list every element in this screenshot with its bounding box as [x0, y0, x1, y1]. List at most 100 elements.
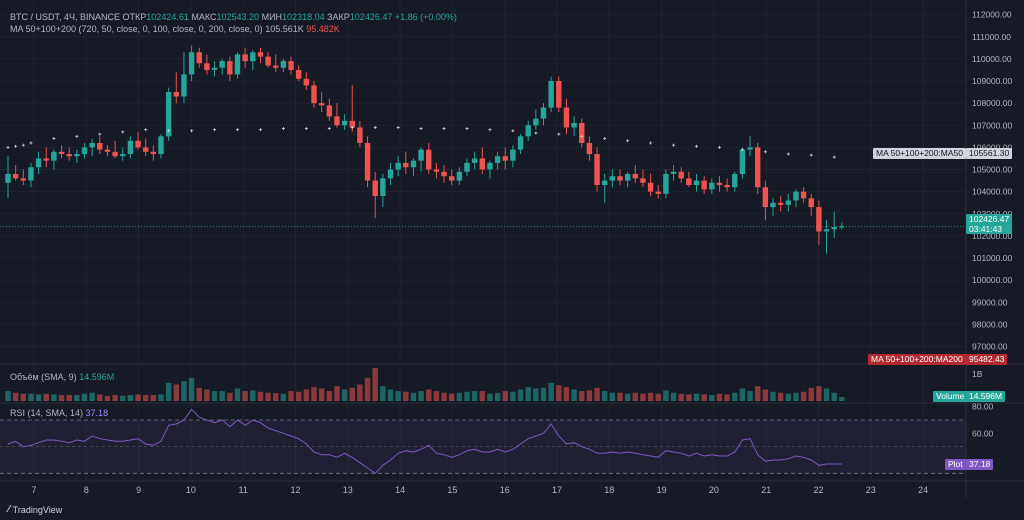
time-tick-label: 14: [395, 485, 405, 495]
time-tick-label: 17: [552, 485, 562, 495]
rsi-legend[interactable]: RSI (14, SMA, 14) 37.18: [10, 407, 108, 419]
candle-body: [150, 151, 157, 155]
candle-body: [127, 140, 134, 155]
volume-bar: [586, 390, 593, 401]
time-tick-label: 23: [866, 485, 876, 495]
ma200-tag-label: MA 50+100+200:MA200: [868, 354, 966, 365]
candle-body: [303, 78, 310, 86]
rsi-legend-value: 37.18: [85, 408, 109, 418]
time-tick-label: 10: [186, 485, 196, 495]
volume-bar: [51, 394, 57, 401]
candle-body: [74, 154, 80, 157]
volume-bar: [701, 394, 707, 401]
symbol-name: BTC / USDT, 4Ч, BINANCE: [10, 12, 121, 22]
volume-bar: [808, 387, 814, 401]
close-value: 102426.47: [349, 12, 393, 22]
candle-body: [250, 52, 256, 62]
volume-tag-label: Volume: [933, 391, 968, 402]
volume-legend-value: 14.596M: [79, 372, 115, 382]
candle-body: [563, 107, 570, 128]
candle-body: [716, 182, 723, 185]
ma50-tag-value: 105561.30: [966, 148, 1013, 159]
price-tag-value: 102426.47: [969, 214, 1010, 224]
candle-body: [777, 202, 784, 205]
time-tick-label: 11: [239, 485, 248, 495]
volume-bar: [602, 391, 608, 401]
volume-bar: [655, 393, 661, 401]
candle-body: [701, 180, 707, 190]
volume-bar: [112, 395, 118, 401]
low-value: 102318.04: [282, 12, 325, 22]
volume-bar: [800, 391, 807, 401]
candle-body: [548, 81, 554, 108]
candle-body: [204, 63, 210, 70]
close-label: ЗАКР: [327, 12, 350, 22]
volume-bar: [12, 392, 19, 401]
candle-body: [647, 182, 654, 192]
high-value: 102543.20: [216, 12, 260, 22]
volume-bar: [624, 393, 631, 401]
time-tick-label: 16: [500, 485, 510, 495]
volume-bar: [81, 393, 88, 401]
volume-bar: [204, 389, 210, 401]
volume-bar: [479, 391, 485, 401]
candle-body: [739, 149, 746, 174]
ma-legend[interactable]: MA 50+100+200 (720, 50, close, 0, 100, c…: [10, 23, 340, 35]
candle-body: [586, 142, 593, 155]
candle-body: [624, 173, 631, 181]
candle-body: [311, 85, 317, 104]
candle-body: [456, 171, 463, 181]
candle-body: [196, 52, 202, 64]
volume-bar: [219, 391, 225, 401]
candle-body: [670, 171, 677, 174]
countdown-value: 03:41:43: [969, 224, 1003, 234]
candle-body: [808, 198, 814, 208]
footer: [0, 498, 1024, 520]
brand-logo[interactable]: ⁄ TradingView: [8, 504, 62, 515]
candle-body: [510, 149, 516, 161]
candle-body: [280, 61, 287, 68]
symbol-legend[interactable]: BTC / USDT, 4Ч, BINANCE ОТКР102424.61 МА…: [10, 11, 457, 23]
volume-bar: [173, 384, 179, 401]
candle-body: [686, 178, 692, 185]
time-tick-label: 15: [447, 485, 457, 495]
candle-body: [349, 120, 355, 128]
candlesticks: [5, 45, 845, 254]
candle-body: [517, 136, 524, 150]
candle-body: [839, 226, 845, 228]
candle-body: [410, 160, 417, 168]
price-tick-label: 104000.00: [972, 187, 1012, 197]
candle-body: [655, 191, 661, 194]
volume-bar: [517, 389, 524, 401]
price-tick-label: 103000.00: [972, 209, 1012, 219]
volume-tag-value: 14.596M: [966, 391, 1006, 402]
candle-body: [97, 142, 103, 150]
candle-body: [234, 54, 241, 75]
candle-body: [724, 185, 730, 188]
candle-body: [341, 120, 348, 126]
volume-bar: [341, 389, 348, 401]
rsi-line: [7, 408, 842, 474]
volume-bar: [548, 382, 554, 401]
candle-body: [556, 81, 562, 108]
volume-legend-label: Объём (SMA, 9): [10, 372, 77, 382]
price-tick-label: 100000.00: [972, 275, 1012, 285]
volume-bar: [617, 392, 623, 401]
rsi-legend-label: RSI (14, SMA, 14): [10, 408, 84, 418]
candle-body: [823, 229, 830, 232]
price-tick-label: 101000.00: [972, 253, 1012, 263]
volume-bar: [120, 395, 126, 401]
candle-body: [617, 176, 623, 181]
volume-bar: [349, 387, 355, 401]
volume-bar: [471, 391, 478, 401]
volume-legend[interactable]: Объём (SMA, 9) 14.596M: [10, 371, 114, 383]
volume-bar: [793, 392, 799, 401]
ma-label: MA 50+100+200 (720, 50, close, 0, 100, c…: [10, 24, 263, 34]
candle-body: [732, 173, 738, 188]
volume-bar: [364, 377, 371, 401]
rsi-tag-label: Plot: [945, 459, 966, 470]
volume-bar: [20, 393, 26, 401]
volume-bar: [456, 392, 463, 401]
candle-body: [5, 173, 11, 183]
